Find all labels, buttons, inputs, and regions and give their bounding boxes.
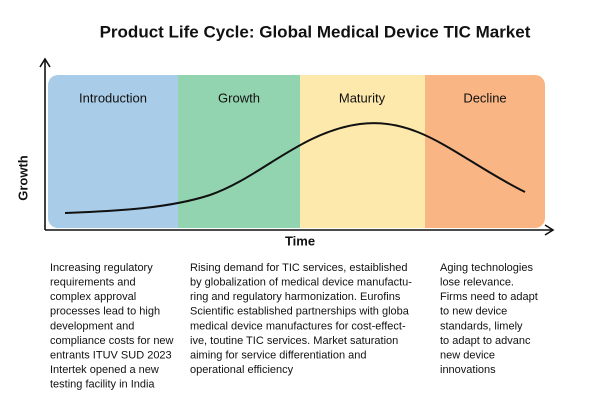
y-axis-arrow (39, 57, 51, 68)
stage-description-line: Increasing regulatory (50, 262, 153, 274)
stage-description-line: Scientific established partnerships with… (190, 306, 410, 318)
stage-panels (48, 75, 545, 228)
stage-description-line: aiming for service differentiation and (190, 350, 367, 362)
stage-label: Maturity (339, 90, 386, 105)
stage-description-line: lose relevance. (440, 277, 514, 289)
life-cycle-curve (64, 122, 526, 214)
stage-description-line: to new device (440, 306, 507, 318)
stage-label: Introduction (79, 90, 147, 105)
stage-description-line: innovations (440, 364, 496, 376)
stage-description-line: Firms need to adapt (440, 291, 538, 303)
x-axis-arrow (544, 224, 555, 236)
stage-description-line: ring and regulatory harmonization. Eurof… (190, 291, 401, 303)
stage-description-line: standards, limely (440, 320, 523, 332)
stage-description-line: by globalization of medical device manuf… (190, 277, 412, 289)
stage-description-line: ive, toutine TIC services. Market satura… (190, 335, 398, 347)
stage-description-line: complex approval (50, 291, 136, 303)
stage-label: Growth (218, 90, 260, 105)
stage-description-line: development and (50, 320, 134, 332)
stage-description-line: operational efficiency (190, 364, 294, 376)
stage-description-line: medical device manufactures for cost-eff… (190, 320, 406, 332)
introduction-panel (48, 75, 178, 228)
axes (39, 57, 555, 236)
stage-description-line: to adapt to advanc (440, 335, 531, 347)
stage-description-line: entrants ITUV SUD 2023 (50, 350, 172, 362)
stage-description-line: new device (440, 350, 495, 362)
stage-description-line: Aging technologies (440, 262, 533, 274)
stage-description-line: processes lead to high (50, 306, 160, 318)
stage-description-line: requirements and (50, 277, 136, 289)
stage-description-line: Rising demand for TIC services, estaibli… (190, 262, 407, 274)
x-axis-label: Time (285, 233, 315, 248)
stage-label: Decline (463, 90, 506, 105)
maturity-panel (300, 75, 425, 228)
stage-description-line: compliance costs for new (50, 335, 174, 347)
y-axis-label: Growth (15, 155, 30, 201)
stage-description-line: testing facility in India (50, 379, 155, 391)
stage-description-line: Intertek opened a new (50, 364, 159, 376)
growth-panel (178, 75, 300, 228)
decline-panel (425, 75, 545, 228)
diagram-title: Product Life Cycle: Global Medical Devic… (100, 22, 531, 41)
